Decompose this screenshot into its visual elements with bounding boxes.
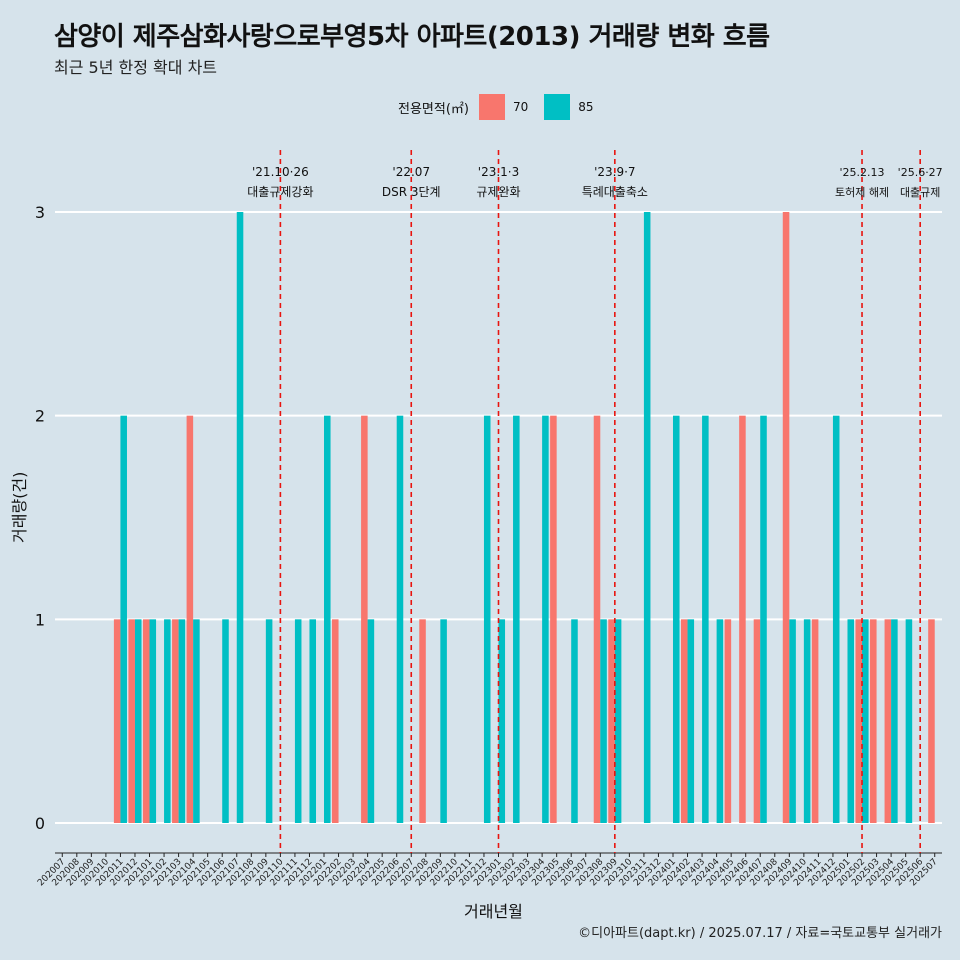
event-date-label: '23.9·7	[594, 165, 635, 179]
bar	[760, 415, 767, 823]
bar	[716, 619, 724, 823]
legend: 전용면적(㎡) 70 85	[398, 93, 610, 121]
bar	[811, 619, 819, 823]
y-tick-label: 1	[35, 610, 45, 629]
bar	[789, 619, 796, 823]
event-label: 특례대출축소	[582, 185, 648, 199]
bar	[186, 415, 194, 823]
bar	[803, 619, 811, 823]
legend-label-85: 85	[578, 100, 594, 114]
bar	[928, 619, 935, 823]
bar	[862, 619, 869, 823]
y-tick-label: 3	[35, 203, 45, 222]
bar	[542, 415, 549, 823]
event-date-label: '25.6·27	[898, 166, 943, 179]
bar	[884, 619, 892, 823]
event-label: 규제완화	[476, 185, 520, 199]
bar	[324, 415, 331, 823]
bar	[680, 619, 688, 823]
x-axis-label: 거래년월	[464, 902, 523, 921]
legend-swatch-85	[544, 94, 571, 120]
bar	[782, 212, 790, 823]
caption: ©디아파트(dapt.kr) / 2025.07.17 / 자료=국토교통부 실…	[578, 926, 942, 941]
bar	[113, 619, 121, 823]
legend-label-70: 70	[512, 100, 529, 114]
event-label: 토허제 해제	[835, 185, 889, 199]
legend-title: 전용면적(㎡)	[398, 101, 469, 117]
bar	[672, 415, 680, 823]
bar	[593, 415, 601, 823]
bar	[294, 619, 302, 823]
bar	[149, 619, 157, 823]
bar	[265, 619, 273, 823]
bar	[847, 619, 855, 823]
bar	[193, 619, 200, 823]
bar	[608, 619, 615, 823]
bar	[236, 212, 244, 823]
bar	[419, 619, 426, 823]
bar	[600, 619, 607, 823]
bar	[396, 415, 404, 823]
y-tick-label: 0	[35, 814, 45, 833]
bar	[550, 415, 557, 823]
event-label: DSR 3단계	[382, 185, 441, 199]
bar	[498, 619, 506, 823]
bar	[120, 415, 127, 823]
bar	[440, 619, 447, 823]
bar	[702, 415, 709, 823]
bar	[724, 619, 732, 823]
bar	[178, 619, 186, 823]
bar	[361, 415, 368, 823]
bar	[905, 619, 913, 823]
event-date-label: '21.10·26	[252, 165, 309, 179]
bar	[134, 619, 142, 823]
y-axis-label: 거래량(건)	[10, 471, 29, 543]
bar	[832, 415, 840, 823]
bar	[870, 619, 877, 823]
bar	[172, 619, 179, 823]
bar	[753, 619, 761, 823]
bar	[332, 619, 339, 823]
legend-swatch-70	[478, 94, 505, 120]
bar	[614, 619, 622, 823]
y-tick-label: 2	[35, 407, 45, 426]
bar	[164, 619, 171, 823]
bar	[739, 415, 746, 823]
bar	[571, 619, 578, 823]
bar	[367, 619, 375, 823]
event-date-label: '23.1·3	[478, 165, 519, 179]
chart-subtitle: 최근 5년 한정 확대 차트	[54, 58, 218, 77]
event-date-label: '22.07	[392, 165, 430, 179]
event-label: 대출규제강화	[247, 185, 313, 199]
bar	[309, 619, 317, 823]
bar	[891, 619, 898, 823]
bar	[142, 619, 150, 823]
bar	[222, 619, 229, 823]
bar	[513, 415, 520, 823]
bar	[483, 415, 491, 823]
bar	[643, 212, 651, 823]
event-label: 대출규제	[900, 186, 940, 199]
chart-title: 삼양이 제주삼화사랑으로부영5차 아파트(2013) 거래량 변화 흐름	[54, 22, 770, 52]
event-date-label: '25.2.13	[840, 166, 885, 179]
bar	[687, 619, 695, 823]
bar	[128, 619, 135, 823]
bar	[855, 619, 863, 823]
